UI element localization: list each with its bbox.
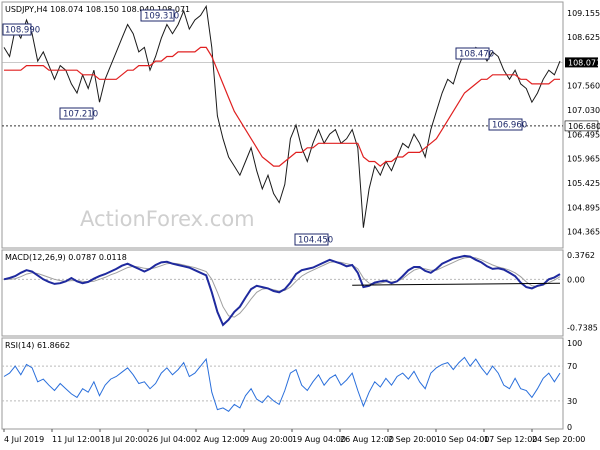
macd-series [3, 254, 561, 327]
annotation-104450: 104.450 [294, 233, 333, 246]
rsi-y-tick: 70 [567, 362, 577, 371]
x-tick-label: 2 Aug 12:00 [196, 435, 245, 444]
x-tick-label: 10 Sep 04:00 [436, 435, 489, 444]
price-title: USDJPY,H4 108.074 108.150 108.040 108.07… [5, 5, 190, 14]
macd-y-axis: 0.3762 0.00 -0.7385 [567, 251, 598, 333]
watermark: ActionForex.com [80, 207, 255, 231]
svg-text:108.470: 108.470 [459, 50, 494, 60]
price-y-tick: 107.030 [567, 106, 600, 115]
price-y-tick: 109.155 [567, 9, 600, 18]
x-tick-label: 4 Jul 2019 [4, 435, 44, 444]
svg-text:108.071: 108.071 [568, 58, 600, 67]
macd-trendline [352, 282, 561, 286]
annotation-109310: 109.310 [140, 9, 179, 22]
x-tick-label: 9 Aug 20:00 [244, 435, 293, 444]
svg-text:106.680: 106.680 [568, 122, 600, 131]
x-tick-label: 24 Sep 20:00 [532, 435, 585, 444]
svg-text:104.450: 104.450 [298, 236, 333, 246]
rsi-series [3, 356, 561, 412]
price-y-tick: 104.895 [567, 203, 600, 212]
price-panel [1, 1, 564, 249]
moving-average-series [4, 46, 560, 167]
x-tick-label: 11 Jul 12:00 [52, 435, 100, 444]
annotation-106960: 106.960 [488, 118, 527, 131]
macd-y-tick: -0.7385 [567, 323, 598, 332]
price-y-tick: 105.425 [567, 179, 600, 188]
x-tick-label: 18 Jul 20:00 [100, 435, 148, 444]
macd-panel [1, 249, 564, 337]
macd-y-tick: 0.00 [567, 275, 585, 284]
svg-text:109.310: 109.310 [144, 12, 179, 22]
level-tag: 106.680 [564, 120, 600, 132]
price-y-tick: 104.365 [567, 228, 600, 237]
svg-text:107.210: 107.210 [63, 110, 98, 120]
x-tick-label: 2 Sep 20:00 [388, 435, 436, 444]
rsi-y-tick: 30 [567, 397, 577, 406]
macd-y-tick: 0.3762 [567, 251, 595, 260]
svg-text:108.990: 108.990 [5, 26, 40, 36]
macd-title: MACD(12,26,9) 0.0787 0.0118 [5, 253, 127, 262]
price-y-tick: 106.495 [567, 130, 600, 139]
price-y-axis: 109.155 108.625 107.560 107.030 106.495 105.9… [567, 9, 600, 237]
svg-text:106.960: 106.960 [492, 121, 527, 131]
x-tick-label: 19 Aug 04:00 [292, 435, 346, 444]
annotation-108990: 108.990 [2, 23, 40, 36]
time-x-axis: 4 Jul 2019 11 Jul 12:00 18 Jul 20:00 26 Jul… [3, 429, 585, 444]
rsi-panel [1, 337, 564, 430]
annotation-107210: 107.210 [59, 107, 98, 120]
rsi-y-tick: 100 [567, 339, 582, 348]
rsi-title: RSI(14) 61.8662 [5, 341, 70, 350]
price-y-tick: 105.965 [567, 155, 600, 164]
price-y-tick: 108.625 [567, 33, 600, 42]
x-tick-label: 26 Jul 04:00 [148, 435, 196, 444]
current-price-tag: 108.071 [565, 57, 600, 68]
x-tick-label: 26 Aug 12:00 [340, 435, 394, 444]
price-y-tick: 107.560 [567, 82, 600, 91]
annotation-108470: 108.470 [455, 47, 494, 60]
x-tick-label: 17 Sep 12:00 [484, 435, 537, 444]
rsi-y-axis: 100 70 30 0 [567, 339, 582, 432]
rsi-y-tick: 0 [567, 423, 572, 432]
